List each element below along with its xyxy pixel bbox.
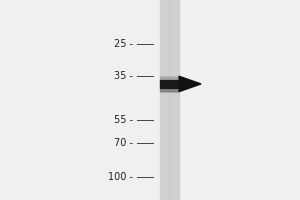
Bar <box>160 76 179 78</box>
Bar <box>160 88 179 91</box>
Bar <box>160 0 179 200</box>
Text: 35 -: 35 - <box>115 71 134 81</box>
Polygon shape <box>179 76 201 92</box>
Text: 70 -: 70 - <box>115 138 134 148</box>
Text: 100 -: 100 - <box>109 172 134 182</box>
Bar <box>160 80 179 88</box>
Bar <box>160 90 179 92</box>
Text: 25 -: 25 - <box>114 39 134 49</box>
Text: 55 -: 55 - <box>114 115 134 125</box>
Bar <box>160 77 179 80</box>
